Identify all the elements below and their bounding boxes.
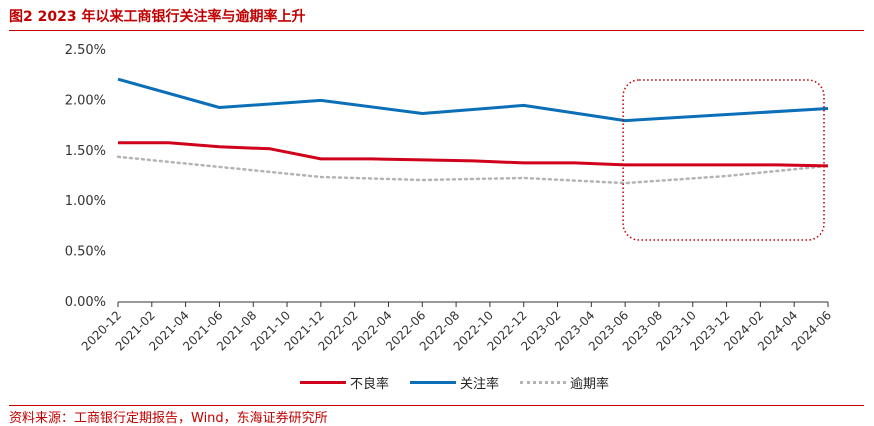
source-rule [9, 405, 864, 406]
legend-item-overdue: 逾期率 [520, 372, 609, 392]
series-line-npl [118, 141, 829, 168]
series-line-special-mention [117, 77, 829, 123]
series-layer [116, 77, 830, 185]
y-tick-label: 1.50% [65, 144, 106, 159]
legend: 不良率 关注率 逾期率 [0, 372, 874, 392]
legend-line-overdue [520, 380, 566, 384]
highlight-box [622, 79, 825, 241]
legend-label-overdue: 逾期率 [570, 376, 610, 392]
figure-title: 图2 2023 年以来工商银行关注率与逾期率上升 [9, 9, 306, 25]
legend-item-npl: 不良率 [300, 372, 389, 392]
y-tick-label: 2.50% [65, 43, 106, 58]
legend-label-special-mention: 关注率 [460, 376, 500, 392]
line-chart: 0.00% 0.50% 1.00% 1.50% 2.00% 2.50% 2020-1220… [65, 43, 834, 354]
series-line-overdue [116, 155, 830, 185]
y-tick-label: 0.00% [65, 295, 106, 310]
y-tick-label: 2.00% [65, 93, 106, 108]
legend-line-npl [300, 380, 346, 384]
title-rule [9, 30, 864, 31]
legend-line-special-mention [410, 380, 456, 384]
y-tick-label: 0.50% [65, 245, 106, 260]
x-axis: 2020-122021-022021-042021-062021-082021-… [79, 301, 834, 354]
annotation-layer [622, 79, 825, 241]
legend-item-special-mention: 关注率 [410, 372, 499, 392]
source-note: 资料来源：工商银行定期报告，Wind，东海证券研究所 [9, 411, 328, 426]
y-tick-label: 1.00% [65, 194, 106, 209]
y-axis: 0.00% 0.50% 1.00% 1.50% 2.00% 2.50% [65, 43, 106, 310]
legend-label-npl: 不良率 [350, 376, 390, 392]
